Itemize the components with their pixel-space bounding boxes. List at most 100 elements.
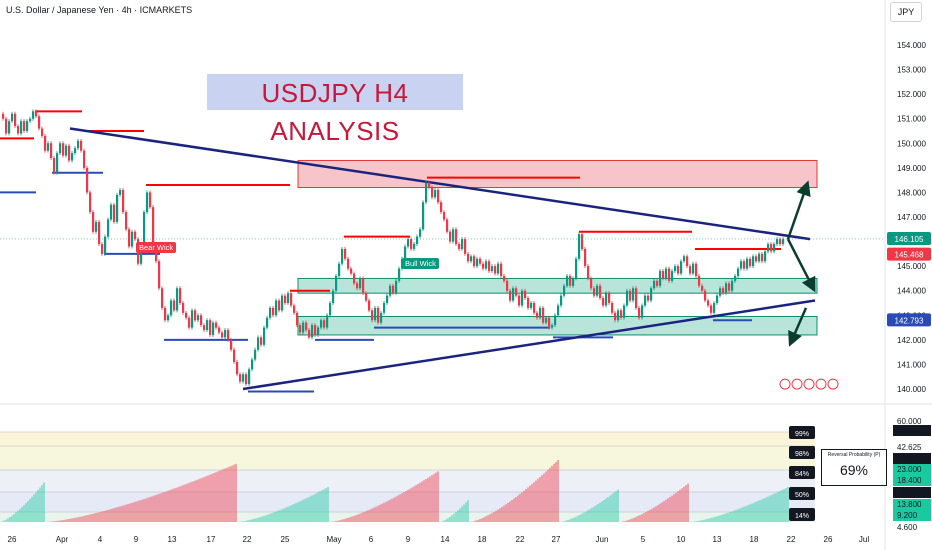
candle-body xyxy=(449,231,452,242)
x-tick-1: Apr xyxy=(56,535,69,544)
candle-body xyxy=(455,229,458,245)
candle-body xyxy=(32,111,35,119)
candle-body xyxy=(485,261,488,269)
osc-level-box-1 xyxy=(789,446,815,459)
candle-body xyxy=(584,248,587,267)
candle-body xyxy=(488,261,491,272)
x-tick-17: 10 xyxy=(677,535,686,544)
candle-body xyxy=(239,374,242,382)
candle-body xyxy=(98,221,101,245)
candle-body xyxy=(398,268,401,281)
candle-body xyxy=(509,290,512,301)
candle-body xyxy=(626,290,629,306)
osc-level-label-1: 98% xyxy=(795,451,809,458)
candle-body xyxy=(128,229,131,247)
candle-body xyxy=(560,295,563,306)
candle-body xyxy=(272,307,275,316)
candle-body xyxy=(446,219,449,232)
x-tick-0: 26 xyxy=(8,535,17,544)
candle-body xyxy=(425,182,428,203)
candle-body xyxy=(623,305,626,318)
candle-body xyxy=(197,315,200,321)
osc-value-box-8 xyxy=(893,510,931,521)
candle-body xyxy=(140,244,143,264)
candle-body xyxy=(221,332,224,338)
candle-body xyxy=(164,307,167,321)
candle-body xyxy=(287,293,290,303)
candle-body xyxy=(506,280,509,291)
candle-body xyxy=(719,288,722,296)
candle-body xyxy=(74,148,77,154)
candle-body xyxy=(710,305,713,313)
candle-body xyxy=(11,113,14,122)
candle-body xyxy=(467,253,470,262)
candle-body xyxy=(266,317,269,328)
candle-body xyxy=(242,374,245,382)
candle-body xyxy=(389,285,392,296)
candle-body xyxy=(557,305,560,316)
y-tick-1: 153.000 xyxy=(897,66,926,75)
osc-y-tick-3: 29.570 xyxy=(897,454,922,463)
candle-body xyxy=(668,268,671,281)
candle-body xyxy=(35,111,38,117)
osc-y-tick-7: 13.800 xyxy=(897,500,922,509)
x-tick-8: May xyxy=(326,535,341,544)
candle-body xyxy=(5,118,8,134)
candle-body xyxy=(662,271,665,279)
candle-body xyxy=(341,248,344,264)
candle-body xyxy=(62,143,65,156)
candle-body xyxy=(119,189,122,195)
candle-body xyxy=(50,143,53,159)
candle-body xyxy=(356,283,359,289)
probability-value: 69% xyxy=(839,462,869,478)
y-tick-4: 150.000 xyxy=(897,139,926,148)
candle-body xyxy=(605,293,608,306)
candle-body xyxy=(695,263,698,276)
osc-level-box-3 xyxy=(789,487,815,500)
candle-body xyxy=(263,327,266,345)
candle-body xyxy=(245,374,248,385)
candle-body xyxy=(767,244,770,252)
candle-body xyxy=(773,244,776,252)
osc-y-tick-0: 60.000 xyxy=(897,417,922,426)
candle-body xyxy=(713,303,716,313)
candle-body xyxy=(125,212,128,230)
candle-body xyxy=(284,295,287,303)
candle-body xyxy=(497,263,500,274)
candle-body xyxy=(515,288,518,296)
candle-body xyxy=(671,271,674,281)
candle-body xyxy=(83,150,86,168)
candle-body xyxy=(212,322,215,335)
candle-body xyxy=(701,285,704,291)
candle-body xyxy=(470,256,473,262)
candle-body xyxy=(230,339,233,350)
candle-body xyxy=(122,189,125,213)
x-tick-12: 18 xyxy=(478,535,487,544)
candle-body xyxy=(587,266,590,279)
osc-value-box-1 xyxy=(893,425,931,436)
y-tick-10: 144.000 xyxy=(897,287,926,296)
candle-body xyxy=(593,288,596,296)
price-label-box-2 xyxy=(887,313,931,327)
candle-body xyxy=(233,349,236,362)
candle-body xyxy=(743,261,746,269)
candle-body xyxy=(530,303,533,308)
candle-body xyxy=(248,369,251,385)
osc-band-2 xyxy=(0,470,815,492)
candle-body xyxy=(458,244,461,249)
x-tick-18: 13 xyxy=(713,535,722,544)
osc-level-box-2 xyxy=(789,466,815,479)
candle-body xyxy=(26,121,29,131)
currency-button[interactable]: JPY xyxy=(890,2,922,22)
candle-body xyxy=(2,113,5,119)
candle-body xyxy=(206,320,209,331)
candle-body xyxy=(707,300,710,306)
osc-y-tick-1: 55.681 xyxy=(897,426,922,435)
candle-body xyxy=(590,278,593,289)
x-tick-2: 4 xyxy=(98,535,103,544)
candle-body xyxy=(107,219,110,237)
osc-value-box-7 xyxy=(893,499,931,510)
candle-body xyxy=(260,337,263,345)
candle-body xyxy=(533,303,536,313)
